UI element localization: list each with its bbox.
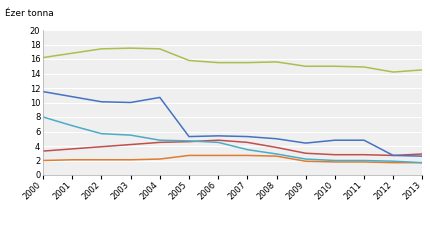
Mezőgazdaság	[273, 60, 279, 64]
Bányászat, kőfejtés	[98, 158, 104, 161]
Építőipar	[390, 154, 395, 157]
Szállítás, raktározás	[157, 96, 162, 99]
Szállítás, raktározás	[244, 135, 249, 138]
Bányászat, kőfejtés	[273, 155, 279, 158]
Építőipar	[302, 152, 307, 155]
Építőipar	[70, 148, 75, 150]
Mezőgazdaság	[157, 47, 162, 50]
Bányászat, kőfejtés	[332, 160, 337, 164]
Építőipar	[361, 153, 366, 156]
Line: Szállítás, raktározás: Szállítás, raktározás	[43, 92, 421, 156]
Mezőgazdaság	[70, 52, 75, 55]
Bányászat, kőfejtés	[157, 158, 162, 160]
Bányászat, kőfejtés	[128, 158, 133, 161]
Szállítás, raktározás	[40, 90, 46, 93]
Mezőgazdaság	[332, 65, 337, 68]
Mezőgazdaság	[244, 61, 249, 64]
Feldolgozóipar	[390, 160, 395, 163]
Bányászat, kőfejtés	[361, 160, 366, 164]
Line: Építőipar: Építőipar	[43, 140, 421, 156]
Feldolgozóipar	[273, 152, 279, 156]
Mezőgazdaság	[40, 56, 46, 59]
Feldolgozóipar	[419, 161, 424, 164]
Feldolgozóipar	[244, 148, 249, 151]
Építőipar	[128, 143, 133, 146]
Szállítás, raktározás	[98, 100, 104, 103]
Építőipar	[40, 150, 46, 152]
Mezőgazdaság	[390, 70, 395, 74]
Szállítás, raktározás	[332, 139, 337, 142]
Mezőgazdaság	[98, 47, 104, 50]
Feldolgozóipar	[128, 134, 133, 136]
Szállítás, raktározás	[186, 135, 191, 138]
Szállítás, raktározás	[215, 134, 220, 137]
Mezőgazdaság	[361, 66, 366, 68]
Text: Ézer tonna: Ézer tonna	[5, 10, 54, 18]
Építőipar	[273, 146, 279, 149]
Szállítás, raktározás	[128, 101, 133, 104]
Feldolgozóipar	[332, 159, 337, 162]
Line: Feldolgozóipar: Feldolgozóipar	[43, 117, 421, 163]
Bányászat, kőfejtés	[419, 161, 424, 164]
Bányászat, kőfejtés	[70, 158, 75, 161]
Építőipar	[157, 141, 162, 144]
Szállítás, raktározás	[70, 95, 75, 98]
Bányászat, kőfejtés	[244, 154, 249, 157]
Mezőgazdaság	[302, 65, 307, 68]
Építőipar	[419, 152, 424, 156]
Feldolgozóipar	[98, 132, 104, 135]
Feldolgozóipar	[186, 140, 191, 142]
Bányászat, kőfejtés	[186, 154, 191, 157]
Építőipar	[332, 153, 337, 156]
Bányászat, kőfejtés	[390, 161, 395, 164]
Feldolgozóipar	[157, 139, 162, 142]
Szállítás, raktározás	[361, 139, 366, 142]
Szállítás, raktározás	[302, 142, 307, 144]
Szállítás, raktározás	[419, 155, 424, 158]
Bányászat, kőfejtés	[215, 154, 220, 157]
Építőipar	[98, 145, 104, 148]
Feldolgozóipar	[70, 124, 75, 127]
Feldolgozóipar	[361, 159, 366, 162]
Feldolgozóipar	[302, 158, 307, 160]
Bányászat, kőfejtés	[302, 160, 307, 163]
Line: Mezőgazdaság: Mezőgazdaság	[43, 48, 421, 72]
Építőipar	[186, 140, 191, 143]
Építőipar	[215, 139, 220, 142]
Line: Bányászat, kőfejtés: Bányászat, kőfejtés	[43, 156, 421, 163]
Szállítás, raktározás	[390, 154, 395, 157]
Szállítás, raktározás	[273, 137, 279, 140]
Feldolgozóipar	[215, 141, 220, 144]
Feldolgozóipar	[40, 116, 46, 118]
Mezőgazdaság	[215, 61, 220, 64]
Mezőgazdaság	[186, 59, 191, 62]
Mezőgazdaság	[128, 46, 133, 50]
Bányászat, kőfejtés	[40, 159, 46, 162]
Mezőgazdaság	[419, 68, 424, 71]
Építőipar	[244, 141, 249, 144]
